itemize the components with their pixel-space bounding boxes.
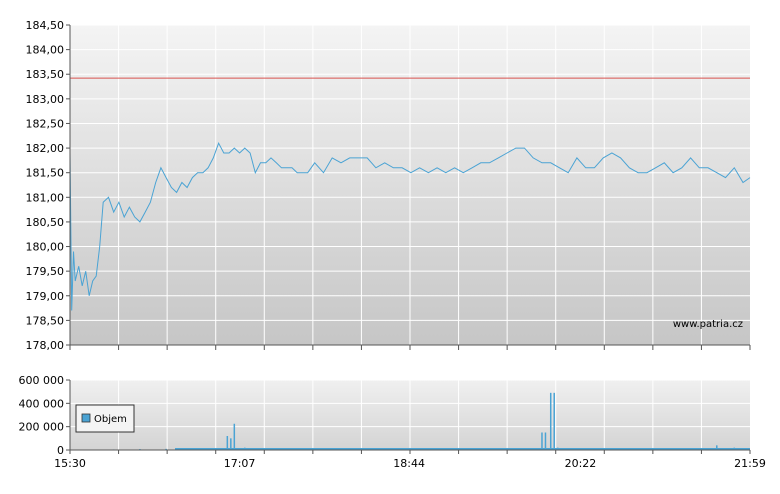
volume-baseline-bars bbox=[175, 448, 750, 450]
volume-bar bbox=[226, 436, 229, 450]
volume-y-tick-label: 400 000 bbox=[19, 397, 65, 410]
volume-x-tick-label: 18:44 bbox=[393, 457, 425, 470]
price-y-tick-label: 180,00 bbox=[26, 241, 65, 254]
volume-bar bbox=[663, 448, 666, 450]
volume-y-tick-labels: 600 000 400 000 200 000 0 bbox=[19, 374, 70, 457]
price-y-tick-label: 183,50 bbox=[26, 68, 65, 81]
volume-y-tick-label: 0 bbox=[57, 444, 64, 457]
price-y-tick-label: 179,50 bbox=[26, 265, 65, 278]
volume-x-tick-labels: 15:30 17:07 18:44 20:22 21:59 bbox=[54, 457, 766, 470]
volume-grid bbox=[70, 379, 750, 450]
price-x-tick-marks bbox=[69, 345, 751, 454]
volume-bar bbox=[418, 448, 421, 450]
volume-bar bbox=[553, 392, 555, 450]
volume-bar bbox=[541, 432, 543, 450]
price-y-tick-label: 182,50 bbox=[26, 117, 65, 130]
volume-bar bbox=[313, 448, 316, 450]
legend-swatch bbox=[81, 413, 91, 423]
price-y-tick-labels: 184,50 184,00 183,50 183,00 182,50 182,00 181,… bbox=[26, 19, 70, 352]
price-y-tick-label: 179,00 bbox=[26, 290, 65, 303]
price-y-tick-label: 181,50 bbox=[26, 167, 65, 180]
volume-x-tick-label: 15:30 bbox=[54, 457, 86, 470]
volume-y-tick-label: 200 000 bbox=[19, 421, 65, 434]
volume-legend: Objem bbox=[75, 404, 135, 433]
volume-x-tick-label: 17:07 bbox=[224, 457, 256, 470]
price-y-tick-label: 183,00 bbox=[26, 93, 65, 106]
volume-bar bbox=[279, 448, 281, 450]
volume-bar bbox=[733, 447, 736, 450]
volume-bar bbox=[544, 432, 547, 450]
price-y-tick-label: 178,00 bbox=[26, 339, 65, 352]
price-y-tick-label: 180,50 bbox=[26, 216, 65, 229]
price-y-tick-label: 182,00 bbox=[26, 142, 65, 155]
volume-bar bbox=[230, 438, 232, 450]
volume-x-tick-label: 20:22 bbox=[565, 457, 597, 470]
volume-bars bbox=[112, 392, 750, 450]
volume-bar bbox=[217, 448, 220, 450]
volume-bar bbox=[716, 445, 718, 450]
price-series-line bbox=[69, 141, 751, 311]
volume-bar bbox=[348, 448, 351, 450]
volume-bar bbox=[698, 448, 701, 450]
volume-bar bbox=[593, 448, 596, 450]
volume-x-tick-label: 21:59 bbox=[734, 457, 766, 470]
volume-bar bbox=[165, 448, 167, 450]
volume-bar bbox=[233, 423, 236, 450]
price-y-tick-label: 184,00 bbox=[26, 44, 65, 57]
price-y-tick-label: 184,50 bbox=[26, 19, 65, 32]
price-y-tick-label: 181,00 bbox=[26, 191, 65, 204]
price-y-tick-label: 178,50 bbox=[26, 314, 65, 327]
volume-bar bbox=[191, 448, 194, 450]
volume-bar bbox=[523, 448, 526, 450]
legend-label: Objem bbox=[94, 414, 127, 425]
volume-bar bbox=[628, 448, 631, 450]
watermark: www.patria.cz bbox=[673, 319, 743, 330]
price-grid bbox=[70, 24, 750, 346]
volume-bar bbox=[244, 447, 246, 450]
volume-y-tick-label: 600 000 bbox=[19, 374, 65, 387]
volume-bar bbox=[549, 392, 552, 450]
volume-bar bbox=[383, 448, 386, 450]
volume-bar bbox=[556, 447, 559, 450]
